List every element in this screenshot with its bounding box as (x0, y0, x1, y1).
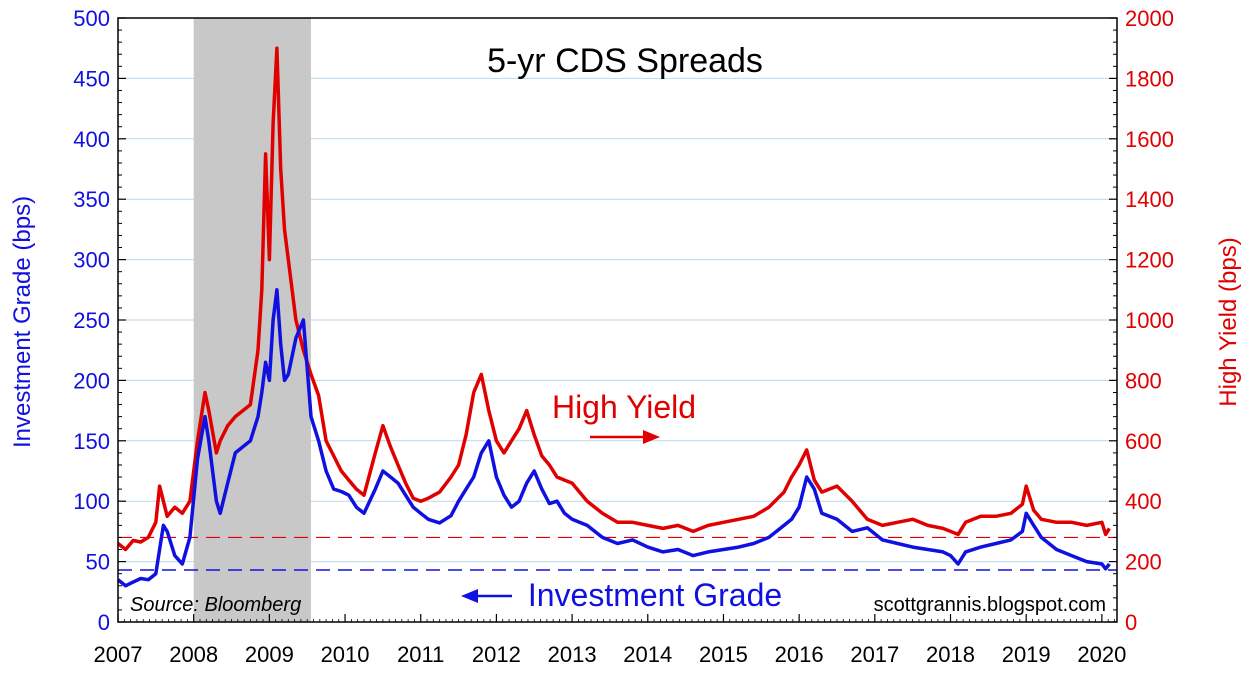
left-tick-label: 50 (86, 550, 110, 575)
reference-lines (118, 536, 1117, 571)
right-tick-label: 800 (1125, 368, 1162, 393)
series-lines (116, 46, 1111, 588)
right-tick-label: 1800 (1125, 66, 1174, 91)
series-line-high-yield (116, 46, 1111, 552)
left-axis-ticks: 0 50 100 150 200 250 300 350 400 450 500 (73, 6, 126, 635)
x-tick-label: 2015 (699, 642, 748, 667)
right-axis-label: High Yield (bps) (1215, 237, 1242, 406)
left-tick-label: 500 (73, 6, 110, 31)
chart-title: 5-yr CDS Spreads (487, 42, 763, 80)
x-tick-label: 2013 (548, 642, 597, 667)
x-tick-label: 2009 (245, 642, 294, 667)
right-tick-label: 600 (1125, 429, 1162, 454)
left-tick-label: 0 (98, 610, 110, 635)
x-axis-ticks: 2007 2008 2009 2010 2011 2012 2013 2014 2015 2016… (94, 614, 1126, 667)
left-tick-label: 350 (73, 187, 110, 212)
x-tick-label: 2008 (169, 642, 218, 667)
right-tick-label: 200 (1125, 550, 1162, 575)
right-tick-label: 1600 (1125, 127, 1174, 152)
arrow-right-icon (590, 430, 660, 444)
x-tick-label: 2019 (1002, 642, 1051, 667)
right-tick-label: 0 (1125, 610, 1137, 635)
x-tick-label: 2017 (850, 642, 899, 667)
right-tick-label: 2000 (1125, 6, 1174, 31)
watermark: scottgrannis.blogspot.com (874, 594, 1106, 616)
series-line-investment-grade (116, 288, 1111, 588)
left-tick-label: 300 (73, 248, 110, 273)
left-tick-label: 150 (73, 429, 110, 454)
arrow-left-icon (461, 589, 512, 603)
source-note: Source: Bloomberg (130, 594, 301, 616)
x-tick-label: 2010 (321, 642, 370, 667)
right-tick-label: 400 (1125, 489, 1162, 514)
left-tick-label: 400 (73, 127, 110, 152)
x-tick-label: 2020 (1077, 642, 1126, 667)
x-tick-label: 2007 (94, 642, 143, 667)
right-tick-label: 1200 (1125, 248, 1174, 273)
annotation-investment-grade: Investment Grade (528, 577, 782, 613)
x-tick-label: 2011 (397, 642, 444, 667)
left-tick-label: 250 (73, 308, 110, 333)
left-tick-label: 100 (73, 489, 110, 514)
x-tick-label: 2012 (472, 642, 521, 667)
right-tick-label: 1000 (1125, 308, 1174, 333)
x-tick-label: 2018 (926, 642, 975, 667)
left-axis-label: Investment Grade (bps) (9, 196, 36, 448)
annotation-high-yield: High Yield (552, 389, 696, 425)
recession-shading (193, 18, 311, 622)
left-tick-label: 200 (73, 368, 110, 393)
right-tick-label: 1400 (1125, 187, 1174, 212)
x-tick-label: 2014 (623, 642, 672, 667)
left-tick-label: 450 (73, 66, 110, 91)
right-axis-ticks: 0 200 400 600 800 1000 1200 1400 1600 1800 2000 (1109, 6, 1174, 635)
x-tick-label: 2016 (775, 642, 824, 667)
